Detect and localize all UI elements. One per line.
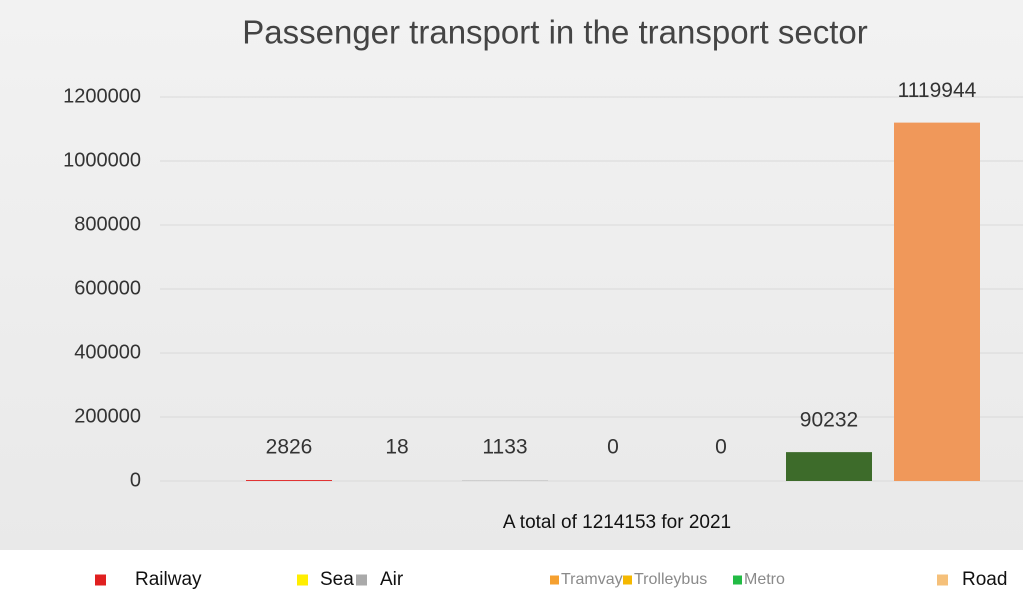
value-label: 0 [607, 436, 619, 459]
bar [786, 452, 872, 481]
legend-label: Railway [135, 569, 202, 590]
legend-label: Sea [320, 569, 354, 590]
y-tick-label: 1200000 [63, 85, 141, 107]
legend-label: Road [962, 569, 1007, 590]
y-tick-label: 0 [130, 469, 141, 491]
legend-marker [356, 574, 367, 586]
bar [894, 122, 980, 481]
subtitle: A total of 1214153 for 2021 [503, 512, 731, 533]
legend-marker [623, 575, 632, 585]
y-tick-label: 200000 [74, 405, 141, 427]
legend-label: Trolleybus [634, 571, 707, 588]
value-label: 1119944 [898, 79, 977, 102]
legend-label: Metro [744, 571, 785, 588]
value-label: 90232 [800, 409, 858, 432]
y-tick-label: 400000 [74, 341, 141, 363]
value-label: 18 [385, 436, 408, 459]
value-label: 2826 [266, 436, 313, 459]
bar [246, 480, 332, 481]
legend-marker [95, 574, 106, 586]
y-tick-label: 1000000 [63, 149, 141, 171]
y-tick-label: 600000 [74, 277, 141, 299]
legend-marker [297, 574, 308, 586]
y-tick-label: 800000 [74, 213, 141, 235]
legend-label: Air [380, 569, 404, 590]
value-label: 1133 [482, 436, 527, 459]
legend-marker [733, 575, 742, 585]
value-label: 0 [715, 436, 727, 459]
legend-marker [550, 575, 559, 585]
legend-background [0, 550, 1023, 596]
legend-marker [937, 574, 948, 586]
legend-label: Tramvay [561, 571, 623, 588]
chart-title: Passenger transport in the transport sec… [242, 14, 868, 51]
